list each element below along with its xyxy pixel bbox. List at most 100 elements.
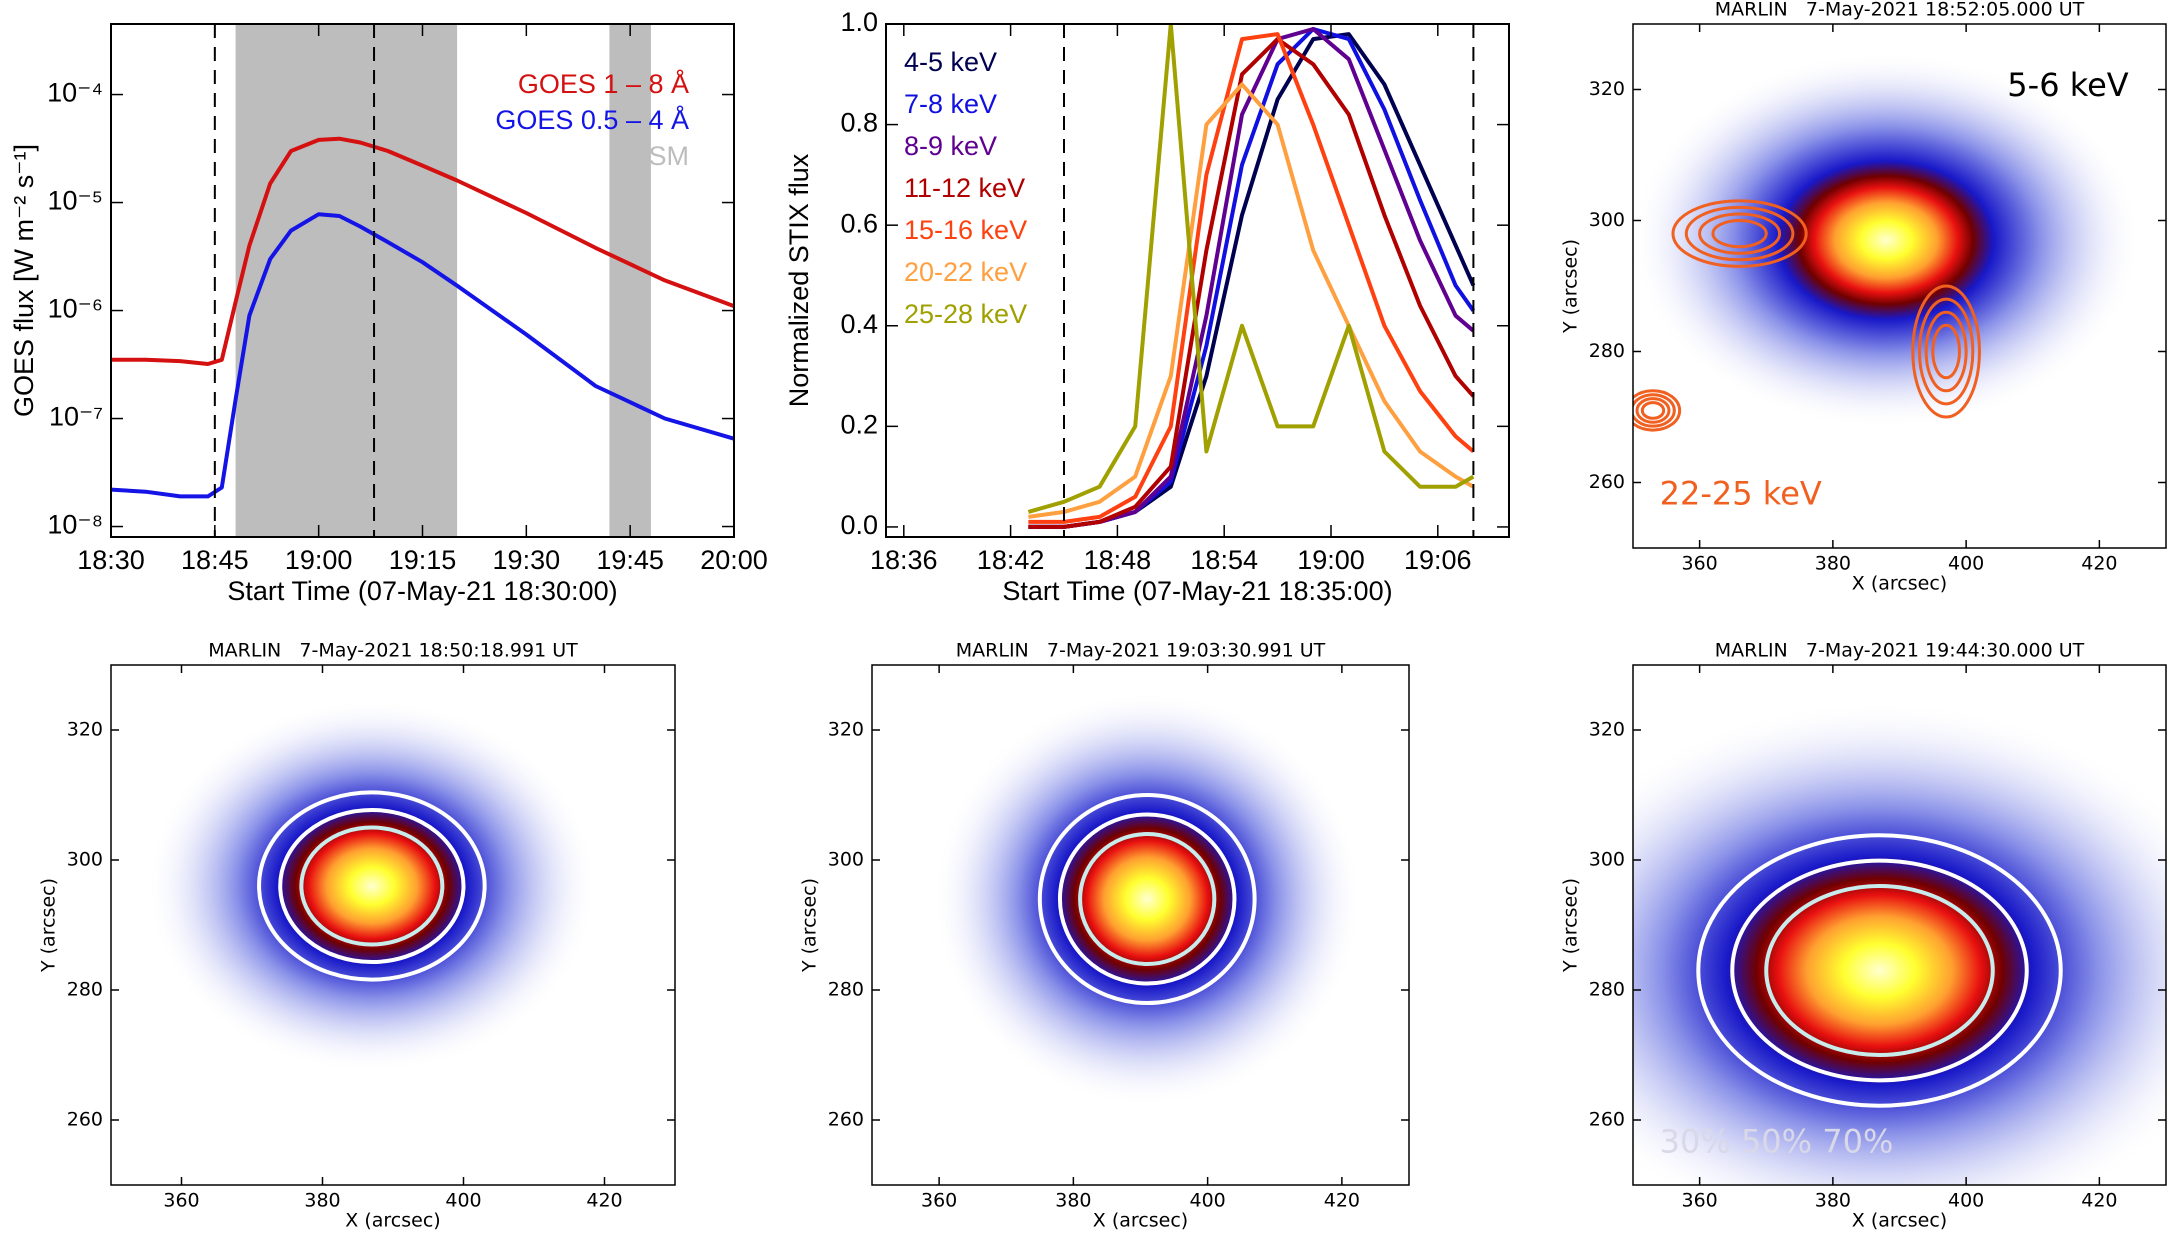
x-tick-label: 400 bbox=[1948, 1190, 1984, 1212]
plot-area bbox=[1633, 700, 2166, 1185]
x-axis-label: Start Time (07-May-21 18:30:00) bbox=[227, 576, 617, 606]
x-tick-label: 400 bbox=[445, 1190, 481, 1212]
source bbox=[932, 691, 1363, 1107]
y-tick-label: 300 bbox=[828, 849, 864, 871]
plot-frame bbox=[1632, 664, 2167, 1186]
y-tick-label: 320 bbox=[1589, 719, 1625, 741]
x-tick-label: 380 bbox=[304, 1190, 340, 1212]
x-tick-label: 19:30 bbox=[493, 545, 561, 575]
source bbox=[1633, 700, 2166, 1185]
x-tick-label: 360 bbox=[1681, 553, 1717, 575]
legend-entry: GOES 1 – 8 Å bbox=[518, 68, 689, 99]
plot-frame bbox=[1632, 23, 2167, 549]
x-tick-label: 19:00 bbox=[1297, 545, 1365, 575]
y-tick-label: 320 bbox=[1589, 78, 1625, 100]
series-line bbox=[1028, 32, 1475, 524]
plot-frame bbox=[885, 23, 1510, 538]
legend-entry: XSM bbox=[630, 141, 689, 171]
y-axis-label: Y (arcsec) bbox=[1560, 878, 1582, 973]
x-tick-label: 18:42 bbox=[977, 545, 1045, 575]
x-axis-label: X (arcsec) bbox=[1852, 573, 1947, 595]
contour bbox=[1078, 832, 1217, 966]
y-tick-label: 300 bbox=[1589, 849, 1625, 871]
y-axis-label: Y (arcsec) bbox=[38, 878, 60, 973]
y-tick-label: 10⁻⁸ bbox=[47, 510, 103, 540]
x-tick-label: 18:30 bbox=[77, 545, 145, 575]
legend-entry: 11-12 keV bbox=[904, 173, 1025, 203]
contour bbox=[1924, 310, 1968, 393]
plot-area bbox=[111, 24, 734, 537]
legend-entry: 8-9 keV bbox=[904, 131, 997, 161]
x-tick-label: 380 bbox=[1055, 1190, 1091, 1212]
y-tick-label: 280 bbox=[1589, 340, 1625, 362]
contour bbox=[257, 790, 487, 982]
x-tick-label: 18:54 bbox=[1190, 545, 1258, 575]
x-tick-label: 360 bbox=[1681, 1190, 1717, 1212]
contour bbox=[1931, 323, 1961, 380]
y-tick-label: 0.8 bbox=[840, 108, 878, 138]
x-tick-label: 19:15 bbox=[389, 545, 457, 575]
contour bbox=[1684, 205, 1795, 262]
x-tick-label: 20:00 bbox=[700, 545, 768, 575]
x-tick-label: 420 bbox=[586, 1190, 622, 1212]
series-line bbox=[1028, 27, 1476, 529]
chart-title: MARLIN 7-May-2021 19:03:30.991 UT bbox=[956, 640, 1326, 662]
annotation: 22-25 keV bbox=[1660, 475, 1822, 513]
y-tick-label: 260 bbox=[1589, 1109, 1625, 1131]
chart-title: MARLIN 7-May-2021 18:50:18.991 UT bbox=[208, 640, 578, 662]
series-line bbox=[111, 212, 734, 499]
y-tick-label: 10⁻⁵ bbox=[48, 186, 103, 216]
contour bbox=[1633, 389, 1682, 432]
y-tick-label: 0.4 bbox=[840, 309, 878, 339]
legend-entry: 15-16 keV bbox=[904, 215, 1027, 245]
y-tick-label: 300 bbox=[1589, 209, 1625, 231]
contour bbox=[1671, 199, 1808, 268]
y-axis-label: Normalized STIX flux bbox=[784, 153, 814, 407]
plot-area bbox=[146, 698, 598, 1074]
source bbox=[1633, 51, 2142, 429]
y-tick-label: 260 bbox=[1589, 471, 1625, 493]
series-line bbox=[1028, 27, 1475, 529]
annotation: 5-6 keV bbox=[2007, 66, 2129, 104]
span bbox=[235, 24, 458, 537]
annotation: 30% 50% 70% bbox=[1660, 1122, 1894, 1160]
contour bbox=[1911, 284, 1981, 419]
x-tick-label: 19:00 bbox=[285, 545, 353, 575]
y-tick-label: 10⁻⁶ bbox=[48, 294, 103, 324]
y-tick-label: 0.6 bbox=[840, 208, 878, 238]
x-axis-label: X (arcsec) bbox=[1852, 1210, 1947, 1232]
contour bbox=[1696, 833, 2063, 1108]
series-line bbox=[111, 136, 734, 366]
x-tick-label: 18:45 bbox=[181, 545, 249, 575]
chart-title: MARLIN 7-May-2021 19:44:30.000 UT bbox=[1715, 640, 2085, 662]
x-tick-label: 18:36 bbox=[870, 545, 938, 575]
x-tick-label: 400 bbox=[1189, 1190, 1225, 1212]
legend-entry: GOES 0.5 – 4 Å bbox=[495, 104, 689, 135]
y-tick-label: 0.0 bbox=[840, 510, 878, 540]
contour bbox=[1698, 212, 1782, 255]
y-tick-label: 0.2 bbox=[840, 409, 878, 439]
contour bbox=[1635, 397, 1671, 424]
legend-entry: 20-22 keV bbox=[904, 257, 1027, 287]
y-tick-label: 280 bbox=[1589, 979, 1625, 1001]
x-tick-label: 18:48 bbox=[1084, 545, 1152, 575]
x-tick-label: 360 bbox=[163, 1190, 199, 1212]
y-tick-label: 260 bbox=[828, 1109, 864, 1131]
contour bbox=[278, 807, 466, 965]
contour bbox=[1711, 219, 1768, 249]
series-line bbox=[1028, 37, 1475, 529]
series-line bbox=[1028, 32, 1476, 529]
contour bbox=[1633, 393, 1676, 428]
contour bbox=[1917, 297, 1975, 406]
y-tick-label: 1.0 bbox=[840, 7, 878, 37]
y-tick-label: 320 bbox=[67, 719, 103, 741]
series-line bbox=[1027, 24, 1475, 514]
y-tick-label: 10⁻⁴ bbox=[47, 78, 103, 108]
contour bbox=[1037, 793, 1257, 1005]
x-tick-label: 360 bbox=[921, 1190, 957, 1212]
x-axis-label: X (arcsec) bbox=[1093, 1210, 1188, 1232]
plot-frame bbox=[871, 664, 1410, 1186]
x-tick-label: 19:06 bbox=[1404, 545, 1472, 575]
y-axis-label: Y (arcsec) bbox=[799, 878, 821, 973]
